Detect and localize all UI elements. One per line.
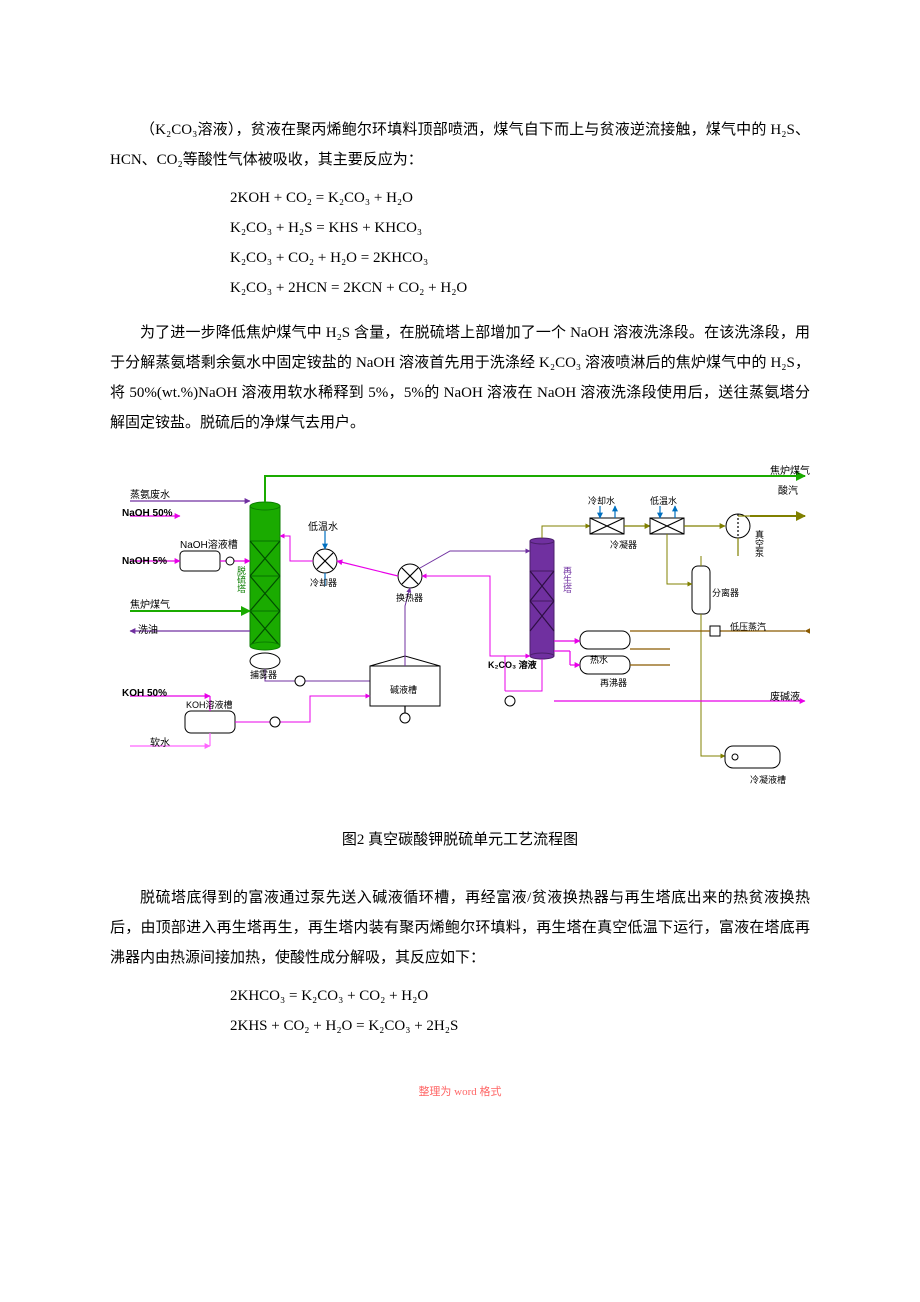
label-coke-gas-out: 焦炉煤气 xyxy=(770,462,810,482)
label-vacuum-pump: 真空泵 xyxy=(750,530,768,557)
label-desulf-tower: 脱硫塔 xyxy=(232,566,250,593)
equation: K₂CO₃ + CO₂ + H₂O = 2KHCO₃ xyxy=(230,243,810,273)
label-softwater: 软水 xyxy=(150,734,170,754)
regenerator-tower xyxy=(530,538,554,659)
equation: 2KHS + CO₂ + H₂O = K₂CO₃ + 2H₂S xyxy=(230,1011,810,1041)
desulfurization-tower xyxy=(250,502,280,650)
equations-block-1: 2KOH + CO₂ = K₂CO₃ + H₂O K₂CO₃ + H₂S = K… xyxy=(230,183,810,303)
page-footer: 整理为 word 格式 xyxy=(110,1081,810,1103)
label-mist-catcher: 捕雾器 xyxy=(250,666,277,684)
label-naoh-tank: NaOH溶液槽 xyxy=(180,536,238,556)
equation: 2KHCO₃ = K₂CO₃ + CO₂ + H₂O xyxy=(230,981,810,1011)
label-regen-tower: 再生塔 xyxy=(558,566,576,593)
cooler xyxy=(313,549,337,573)
label-lp-steam: 低压蒸汽 xyxy=(730,618,766,636)
label-reboiler: 再沸器 xyxy=(600,674,627,692)
label-naoh-50: NaOH 50% xyxy=(122,504,173,524)
label-wash-oil: 洗油 xyxy=(138,621,158,641)
label-acid-vapor: 酸汽 xyxy=(778,482,798,502)
label-heat-exchanger: 换热器 xyxy=(396,589,423,607)
label-k2co3: K₂CO₃ 溶液 xyxy=(488,656,537,674)
label-coke-gas-in: 焦炉煤气 xyxy=(130,596,170,616)
label-condensate-tank: 冷凝液槽 xyxy=(750,771,786,789)
label-cooler: 冷却器 xyxy=(310,574,337,592)
paragraph-3: 脱硫塔底得到的富液通过泵先送入碱液循环槽，再经富液/贫液换热器与再生塔底出来的热… xyxy=(110,883,810,973)
label-naoh-5: NaOH 5% xyxy=(122,552,167,572)
label-condenser: 冷凝器 xyxy=(610,536,637,554)
figure-caption: 图2 真空碳酸钾脱硫单元工艺流程图 xyxy=(110,825,810,855)
reboiler-1 xyxy=(580,631,630,649)
paragraph-2: 为了进一步降低焦炉煤气中 H₂S 含量，在脱硫塔上部增加了一个 NaOH 溶液洗… xyxy=(110,318,810,438)
heat-exchanger xyxy=(398,564,422,588)
label-koh-50: KOH 50% xyxy=(122,684,167,704)
paragraph-1: （K₂CO₃溶液），贫液在聚丙烯鲍尔环填料顶部喷洒，煤气自下而上与贫液逆流接触，… xyxy=(110,115,810,175)
label-separator: 分离器 xyxy=(712,584,739,602)
label-alkali-tank: 碱液槽 xyxy=(390,681,417,699)
equation: K₂CO₃ + H₂S = KHS + KHCO₃ xyxy=(230,213,810,243)
label-waste-alkali: 废碱液 xyxy=(770,688,800,708)
label-hotwater: 热水 xyxy=(590,651,608,669)
label-cooling-water: 冷却水 xyxy=(588,492,615,510)
equation: 2KOH + CO₂ = K₂CO₃ + H₂O xyxy=(230,183,810,213)
label-koh-tank: KOH溶液槽 xyxy=(186,696,233,714)
document-page: （K₂CO₃溶液），贫液在聚丙烯鲍尔环填料顶部喷洒，煤气自下而上与贫液逆流接触，… xyxy=(0,0,920,1143)
label-steam-waste: 蒸氨废水 xyxy=(130,486,170,506)
label-lowtemp-water-2: 低温水 xyxy=(650,492,677,510)
process-flow-diagram: 焦炉煤气 酸汽 蒸氨废水 NaOH 50% NaOH溶液槽 NaOH 5% 焦炉… xyxy=(110,456,810,801)
equation: K₂CO₃ + 2HCN = 2KCN + CO₂ + H₂O xyxy=(230,273,810,303)
label-lowtemp-water: 低温水 xyxy=(308,518,338,538)
diagram-svg xyxy=(110,456,810,801)
equations-block-2: 2KHCO₃ = K₂CO₃ + CO₂ + H₂O 2KHS + CO₂ + … xyxy=(230,981,810,1041)
